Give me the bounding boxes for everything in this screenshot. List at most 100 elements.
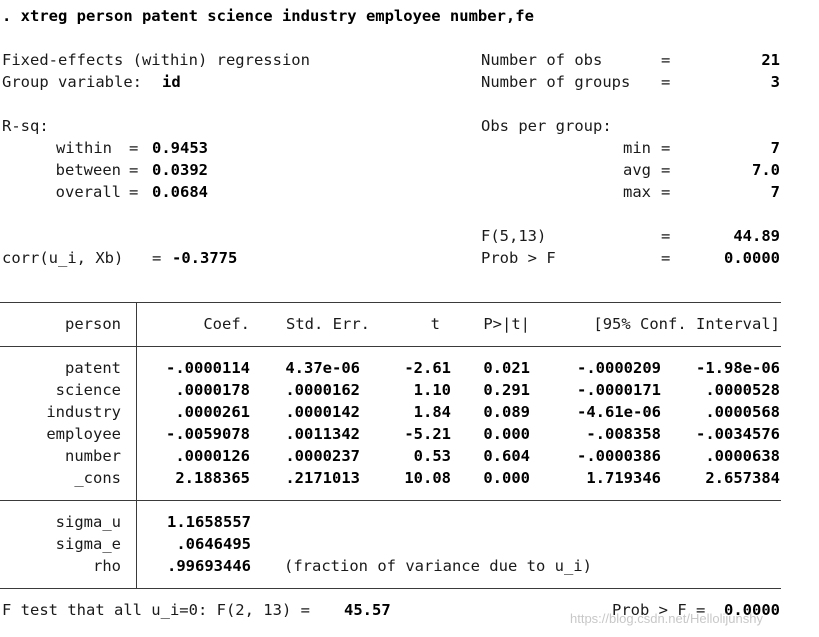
row-coef: .0000261: [175, 403, 250, 421]
group-variable-value: id: [162, 73, 181, 91]
prob-f-label: Prob > F: [481, 249, 556, 267]
obs-min-eq: =: [661, 139, 671, 157]
row-t: 1.10: [413, 381, 451, 399]
footer-prob-label: Prob > F =: [612, 601, 706, 619]
f-stat-eq: =: [661, 227, 671, 245]
rsq-between-eq: =: [129, 161, 139, 179]
obs-avg-label: avg: [623, 161, 651, 179]
row-t: 0.53: [413, 447, 451, 465]
row-ci-high: -1.98e-06: [696, 359, 780, 377]
row-ci-low: -.0000171: [577, 381, 661, 399]
row-stderr: .0000237: [285, 447, 360, 465]
row-stderr: .0000142: [285, 403, 360, 421]
obs-max-value: 7: [770, 183, 780, 201]
row-var-name: number: [65, 447, 121, 465]
rsq-within-label: within: [56, 139, 112, 157]
rho-value: .99693446: [167, 557, 251, 575]
rsq-between-label: between: [55, 161, 121, 179]
ftest-value: 45.57: [344, 601, 391, 619]
row-var-name: science: [55, 381, 121, 399]
table-bottom-rule: [0, 588, 781, 589]
row-ci-low: 1.719346: [586, 469, 661, 487]
obs-min-label: min: [623, 139, 651, 157]
row-ci-low: -.0000386: [577, 447, 661, 465]
nobs-eq: =: [661, 51, 671, 69]
table-top-rule: [0, 302, 781, 303]
row-p: 0.089: [483, 403, 530, 421]
rsq-label: R-sq:: [2, 117, 49, 135]
col-p-header: P>|t|: [483, 315, 530, 333]
obs-avg-value: 7.0: [752, 161, 780, 179]
obs-per-group-label: Obs per group:: [481, 117, 612, 135]
sigma-u-value: 1.1658557: [167, 513, 251, 531]
rho-label: rho: [93, 557, 121, 575]
f-stat-value: 44.89: [733, 227, 780, 245]
table-separator-rule: [0, 500, 781, 501]
row-p: 0.604: [483, 447, 530, 465]
corr-value: -0.3775: [172, 249, 238, 267]
nobs-value: 21: [761, 51, 780, 69]
row-var-name: _cons: [74, 469, 121, 487]
row-ci-high: .0000568: [705, 403, 780, 421]
ftest-label: F test that all u_i=0: F(2, 13) =: [2, 601, 310, 619]
rsq-within-value: 0.9453: [152, 139, 208, 157]
row-stderr: .0000162: [285, 381, 360, 399]
sigma-e-value: .0646495: [176, 535, 251, 553]
sigma-u-label: sigma_u: [55, 513, 121, 531]
row-ci-low: -.0000209: [577, 359, 661, 377]
row-coef: .0000178: [175, 381, 250, 399]
watermark-text: https://blog.csdn.net/Hellolijunshy: [570, 611, 763, 626]
row-ci-high: .0000638: [705, 447, 780, 465]
row-ci-high: .0000528: [705, 381, 780, 399]
row-t: -2.61: [404, 359, 451, 377]
sigma-e-label: sigma_e: [55, 535, 121, 553]
row-var-name: employee: [46, 425, 121, 443]
command-line: . xtreg person patent science industry e…: [2, 7, 534, 25]
row-p: 0.000: [483, 469, 530, 487]
ngroups-value: 3: [770, 73, 780, 91]
model-title: Fixed-effects (within) regression: [2, 51, 310, 69]
corr-label: corr(u_i, Xb): [2, 249, 124, 267]
col-coef-header: Coef.: [203, 315, 250, 333]
prob-f-eq: =: [661, 249, 671, 267]
row-coef: -.0000114: [166, 359, 250, 377]
rsq-overall-label: overall: [55, 183, 121, 201]
row-coef: 2.188365: [175, 469, 250, 487]
row-t: -5.21: [404, 425, 451, 443]
col-ci-header: [95% Conf. Interval]: [593, 315, 780, 333]
nobs-label: Number of obs: [481, 51, 603, 69]
depvar-header: person: [65, 315, 121, 333]
ngroups-label: Number of groups: [481, 73, 631, 91]
footer-prob-value: 0.0000: [724, 601, 780, 619]
rsq-overall-eq: =: [129, 183, 139, 201]
row-t: 10.08: [404, 469, 451, 487]
rsq-within-eq: =: [129, 139, 139, 157]
prob-f-value: 0.0000: [724, 249, 780, 267]
obs-min-value: 7: [770, 139, 780, 157]
row-p: 0.291: [483, 381, 530, 399]
row-stderr: .2171013: [285, 469, 360, 487]
row-stderr: .0011342: [285, 425, 360, 443]
row-p: 0.021: [483, 359, 530, 377]
rho-note: (fraction of variance due to u_i): [284, 557, 592, 575]
obs-avg-eq: =: [661, 161, 671, 179]
row-coef: .0000126: [175, 447, 250, 465]
row-stderr: 4.37e-06: [285, 359, 360, 377]
obs-max-eq: =: [661, 183, 671, 201]
row-t: 1.84: [413, 403, 451, 421]
rsq-overall-value: 0.0684: [152, 183, 208, 201]
table-header-rule: [0, 346, 781, 347]
row-coef: -.0059078: [166, 425, 250, 443]
ngroups-eq: =: [661, 73, 671, 91]
row-ci-high: -.0034576: [696, 425, 780, 443]
f-stat-label: F(5,13): [481, 227, 547, 245]
obs-max-label: max: [623, 183, 651, 201]
row-ci-high: 2.657384: [705, 469, 780, 487]
row-var-name: industry: [46, 403, 121, 421]
group-variable-label: Group variable:: [2, 73, 142, 91]
row-ci-low: -4.61e-06: [577, 403, 661, 421]
row-var-name: patent: [65, 359, 121, 377]
table-vertical-rule: [136, 302, 137, 588]
col-t-header: t: [430, 315, 440, 333]
col-stderr-header: Std. Err.: [286, 315, 370, 333]
